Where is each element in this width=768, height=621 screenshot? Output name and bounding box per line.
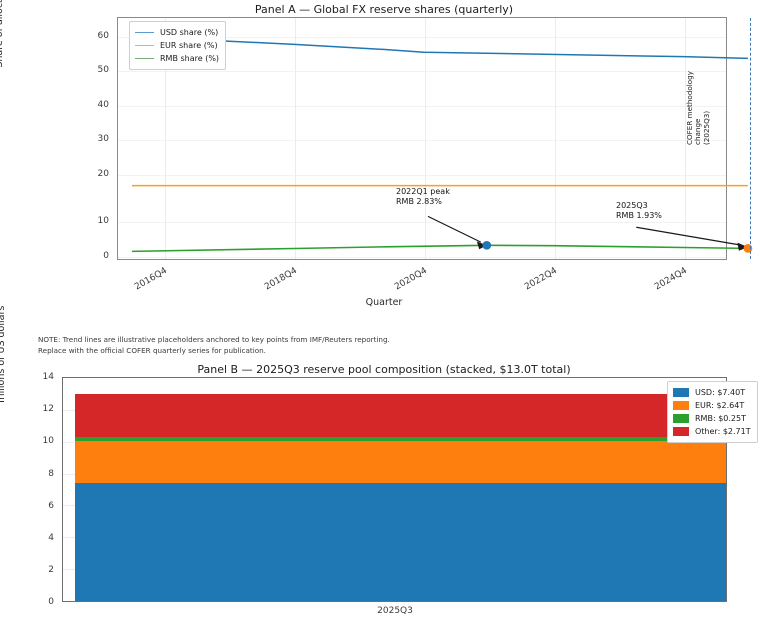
legend-label-usd-total: USD: $7.40T — [695, 388, 746, 397]
eur-share-swatch-icon — [135, 45, 154, 46]
legend-item-other-total[interactable]: Other: $2.71T — [673, 425, 751, 438]
panel-b-ytick-2: 2 — [48, 565, 54, 575]
legend-label-eur-total: EUR: $2.64T — [695, 401, 745, 410]
panel-b-ylabel: Trillions of US dollars — [0, 305, 7, 405]
cofer-methodology-vline — [750, 18, 751, 259]
usd-total-swatch-icon — [673, 388, 689, 397]
panel-a-xlabel: Quarter — [365, 297, 403, 308]
cofer-methodology-vline-label: COFER methodology change (2025Q3) — [685, 71, 711, 145]
panel-a-legend[interactable]: USD share (%) EUR share (%) RMB share (%… — [129, 21, 227, 70]
panel-b-ytick-14: 14 — [42, 372, 54, 382]
panel-a-ytick-0: 0 — [103, 251, 109, 261]
annotation-rmb-peak: 2022Q1 peak RMB 2.83% — [396, 187, 450, 206]
legend-label-rmb-total: RMB: $0.25T — [695, 414, 746, 423]
legend-item-rmb-total[interactable]: RMB: $0.25T — [673, 412, 751, 425]
bar-segment-other[interactable] — [75, 393, 726, 437]
panel-b-ytick-4: 4 — [48, 533, 54, 543]
panel-b-ytick-6: 6 — [48, 501, 54, 511]
panel-b-ytick-8: 8 — [48, 469, 54, 479]
legend-item-eur-total[interactable]: EUR: $2.64T — [673, 399, 751, 412]
bar-segment-eur[interactable] — [75, 441, 726, 484]
other-total-swatch-icon — [673, 427, 689, 436]
rmb-peak-marker — [482, 240, 492, 250]
panel-a-ytick-30: 30 — [97, 134, 109, 144]
panel-a-title: Panel A — Global FX reserve shares (quar… — [254, 3, 514, 16]
panel-a-ytick-20: 20 — [97, 169, 109, 179]
bar-segment-usd[interactable] — [75, 483, 726, 601]
rmb-peak-arrow — [427, 215, 482, 243]
panel-b-plot-area — [62, 377, 727, 602]
rmb-latest-arrow — [636, 226, 742, 246]
panel-a-ytick-40: 40 — [97, 100, 109, 110]
panel-b-title: Panel B — 2025Q3 reserve pool compositio… — [197, 363, 571, 376]
legend-item-usd-total[interactable]: USD: $7.40T — [673, 386, 751, 399]
rmb-total-swatch-icon — [673, 414, 689, 423]
usd-share-swatch-icon — [135, 32, 154, 33]
legend-label-usd-share: USD share (%) — [160, 28, 219, 37]
legend-label-eur-share: EUR share (%) — [160, 41, 218, 50]
rmb-share-swatch-icon — [135, 58, 154, 59]
rmb-latest-arrowhead — [737, 242, 748, 251]
legend-label-other-total: Other: $2.71T — [695, 427, 751, 436]
eur-total-swatch-icon — [673, 401, 689, 410]
panel-b-ytick-0: 0 — [48, 597, 54, 607]
panel-b-xtick-2025Q3: 2025Q3 — [377, 606, 413, 616]
panel-a-ytick-50: 50 — [97, 65, 109, 75]
legend-label-rmb-share: RMB share (%) — [160, 54, 220, 63]
bar-segment-rmb[interactable] — [75, 437, 726, 441]
panel-a-ytick-10: 10 — [97, 216, 109, 226]
panel-b-ytick-10: 10 — [42, 436, 54, 446]
legend-item-eur-share[interactable]: EUR share (%) — [135, 39, 219, 52]
rmb-share-line — [131, 244, 748, 253]
figure-note: NOTE: Trend lines are illustrative place… — [38, 335, 390, 355]
panel-b-legend[interactable]: USD: $7.40T EUR: $2.64T RMB: $0.25T Othe… — [667, 381, 758, 443]
rmb-peak-arrowhead — [476, 241, 487, 250]
panel-b-ytick-12: 12 — [42, 404, 54, 414]
legend-item-rmb-share[interactable]: RMB share (%) — [135, 52, 219, 65]
panel-a-ytick-60: 60 — [97, 31, 109, 41]
annotation-rmb-latest: 2025Q3 RMB 1.93% — [616, 201, 662, 220]
legend-item-usd-share[interactable]: USD share (%) — [135, 26, 219, 39]
